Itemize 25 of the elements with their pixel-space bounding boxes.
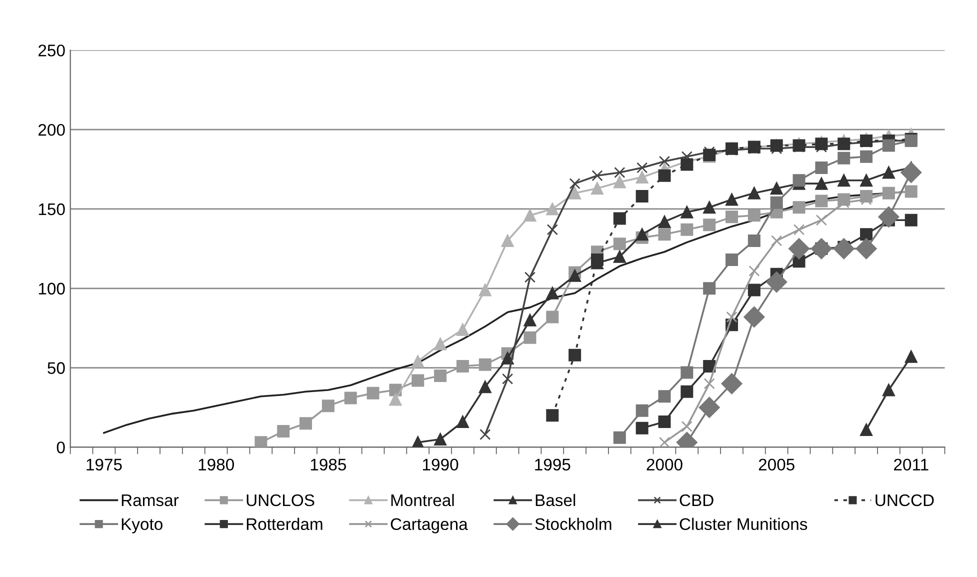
- legend-label: Cartagena: [390, 518, 468, 534]
- legend-label: Basel: [536, 494, 576, 506]
- y-tick-label: 100: [38, 282, 65, 295]
- x-tick-label: 2011: [894, 458, 928, 471]
- x-tick-label: 1990: [423, 458, 458, 471]
- x-tick-label: 2005: [758, 458, 794, 471]
- legend-label: Kyoto: [122, 518, 162, 534]
- y-tick-label: 250: [38, 44, 65, 56]
- legend-label: Stockholm: [535, 518, 612, 530]
- x-tick-label: 2000: [646, 458, 682, 471]
- y-tick-label: 200: [38, 124, 65, 136]
- legend-label: Montreal: [391, 494, 454, 506]
- legend-label: Rotterdam: [246, 518, 322, 530]
- y-tick-label: 0: [56, 442, 65, 454]
- legend-label: Cluster Munitions: [680, 518, 808, 530]
- legend-label: UNCCD: [876, 494, 934, 506]
- y-tick-label: 50: [48, 362, 65, 374]
- x-tick-label: 1980: [198, 458, 234, 471]
- y-tick-label: 150: [38, 203, 65, 216]
- x-tick-label: 1995: [535, 458, 570, 471]
- x-tick-label: 1985: [310, 458, 346, 471]
- legend-label: Ramsar: [122, 494, 179, 506]
- x-tick-label: 1975: [86, 458, 122, 471]
- legend-label: UNCLOS: [246, 494, 314, 506]
- legend-label: CBD: [680, 494, 714, 506]
